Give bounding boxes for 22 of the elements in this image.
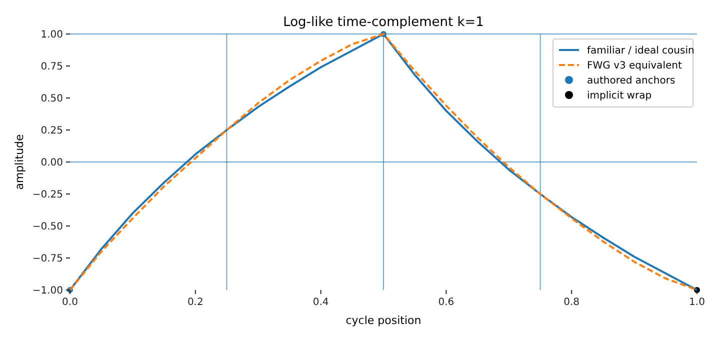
y-tick-label: 1.00: [40, 30, 63, 40]
y-tick-label: 0.00: [40, 158, 63, 168]
legend-label: FWG v3 equivalent: [587, 60, 682, 72]
x-tick-label: 1.0: [689, 297, 705, 308]
x-tick-label: 0.4: [312, 297, 329, 308]
x-tick-label: 0.0: [62, 297, 78, 308]
y-tick-label: 0.75: [40, 62, 63, 72]
y-tick-label: −0.25: [32, 190, 63, 200]
legend-label: implicit wrap: [587, 90, 652, 102]
chart-title: Log-like time-complement k=1: [283, 15, 484, 30]
x-tick-label: 0.8: [564, 297, 580, 308]
y-tick-label: 0.50: [40, 94, 63, 104]
y-tick-label: −1.00: [32, 286, 63, 296]
x-tick-label: 0.6: [438, 297, 454, 308]
y-tick-label: −0.75: [32, 254, 63, 264]
x-tick-label: 0.2: [187, 297, 204, 308]
legend-label: familiar / ideal cousin: [587, 46, 694, 56]
y-tick-label: −0.50: [32, 222, 63, 232]
x-axis-title: cycle position: [346, 314, 422, 327]
legend-label: authored anchors: [587, 76, 676, 86]
y-tick-label: 0.25: [40, 126, 63, 136]
y-axis-title: amplitude: [13, 134, 26, 190]
